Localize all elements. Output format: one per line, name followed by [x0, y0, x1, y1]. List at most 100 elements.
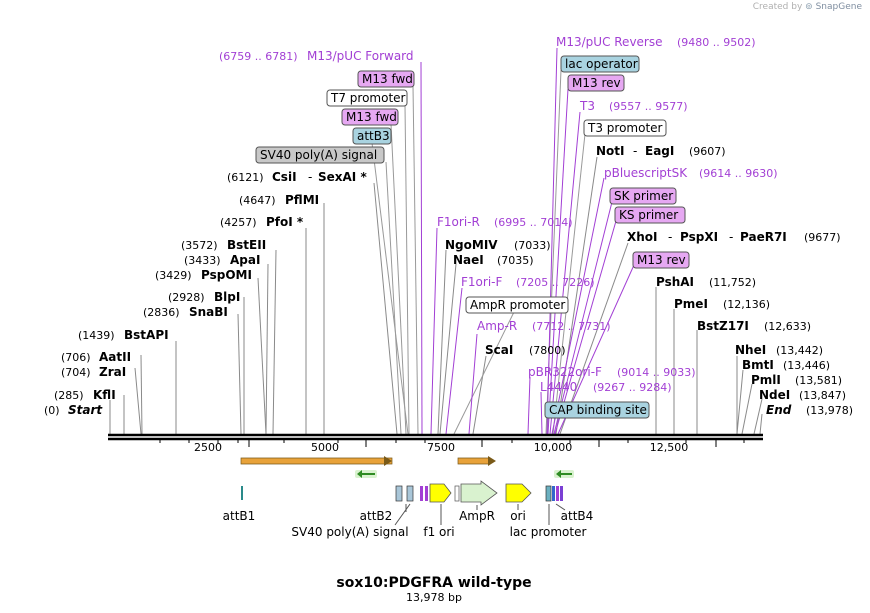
- feature-f1ori-f: F1ori-F: [461, 275, 502, 289]
- feature-range: (9557 .. 9577): [609, 100, 688, 113]
- feature-cap-binding-site: CAP binding site: [549, 403, 647, 417]
- feature-range: (7712 .. 7731): [532, 320, 611, 333]
- credit-prefix: Created by: [752, 2, 803, 12]
- site-eagi: EagI: [645, 144, 674, 158]
- site-ndei: NdeI: [759, 388, 790, 402]
- orf-arrow-orange: [457, 457, 491, 465]
- site-bstz17i: BstZ17I: [697, 319, 749, 333]
- site-nhei: NheI: [735, 343, 766, 357]
- tick-label: 12,500: [650, 441, 689, 454]
- feature-t3-promoter: T3 promoter: [587, 121, 663, 135]
- site-pos: (7033): [514, 239, 551, 252]
- feature-range: (6995 .. 7014): [494, 216, 573, 229]
- label-lac-promoter: lac promoter: [510, 525, 587, 539]
- label-attb4: attB4: [561, 509, 594, 523]
- site-blpi: BlpI: [214, 290, 240, 304]
- ampr-glyph: [460, 480, 498, 506]
- feature-sk-primer: SK primer: [614, 189, 673, 203]
- feature-m13-puc-reverse: M13/pUC Reverse: [556, 35, 663, 49]
- site-sep: -: [308, 170, 312, 184]
- primer-box: [357, 70, 415, 88]
- site-pos: (706): [61, 351, 91, 364]
- feature-ks-primer: KS primer: [619, 208, 678, 222]
- site-pflmi: PflMI: [285, 193, 319, 207]
- site-pos: (9607): [689, 145, 726, 158]
- primer-box: [632, 251, 690, 269]
- site-pos: (13,847): [799, 389, 846, 402]
- primer-glyph: [556, 486, 559, 501]
- feature-ampr-promoter: AmpR promoter: [470, 298, 565, 312]
- site-end: End: [766, 403, 792, 417]
- site-pos: (2928): [168, 291, 205, 304]
- feature-m13-puc-forward: M13/pUC Forward: [307, 49, 414, 63]
- primer-glyph: [420, 486, 423, 501]
- bottom-leaders: [394, 503, 566, 526]
- protein-box: [560, 55, 640, 73]
- site-pos: (6121): [227, 171, 264, 184]
- site-pos: (12,633): [764, 320, 811, 333]
- attb1-glyph: [241, 486, 243, 500]
- site-apai: ApaI: [230, 253, 260, 267]
- label-f1-ori: f1 ori: [423, 525, 454, 539]
- primer-box: [609, 187, 677, 205]
- orf-arrows: [240, 456, 574, 478]
- map-length: 13,978 bp: [406, 591, 462, 604]
- label-attb2: attB2: [360, 509, 393, 523]
- site-noti: NotI: [596, 144, 625, 158]
- primer-box: [341, 108, 399, 126]
- site-connectors: [109, 156, 763, 435]
- primer-box: [567, 74, 625, 92]
- feature-labels: (6759 .. 6781) M13/pUC Forward M13 fwd T…: [219, 35, 778, 419]
- site-snabi: SnaBI: [189, 305, 228, 319]
- site-pos: (13,581): [795, 374, 842, 387]
- site-ngomiv: NgoMIV: [445, 238, 498, 252]
- site-paer7i: PaeR7I: [740, 230, 787, 244]
- feature-sv40-polya: SV40 poly(A) signal: [260, 148, 377, 162]
- feature-m13-fwd-2: M13 fwd: [346, 110, 397, 124]
- feature-t3: T3: [579, 99, 595, 113]
- feature-pbr322ori-f: pBR322ori-F: [528, 365, 602, 379]
- feature-m13-rev-2: M13 rev: [637, 253, 686, 267]
- feature-range: (9480 .. 9502): [677, 36, 756, 49]
- feature-range: (7205 .. 7226): [516, 276, 595, 289]
- feature-l4440: L4440: [540, 380, 577, 394]
- site-kfli: KflI: [93, 388, 116, 402]
- feature-range: (9614 .. 9630): [699, 167, 778, 180]
- site-xhoi: XhoI: [627, 230, 658, 244]
- primer-glyph: [560, 486, 563, 501]
- promoter-box: [326, 89, 408, 107]
- dna-backbone: [108, 433, 763, 447]
- site-pos: (13,446): [783, 359, 830, 372]
- snapgene-credit: Created by ⊚ SnapGene: [753, 2, 862, 12]
- feature-pbluescriptsk: pBluescriptSK: [604, 166, 688, 180]
- site-pos: (13,442): [776, 344, 823, 357]
- tick-label: 10,000: [534, 441, 573, 454]
- feature-glyphs: [241, 480, 563, 506]
- site-pos: (9677): [804, 231, 841, 244]
- site-pmli: PmlI: [751, 373, 781, 387]
- promoter-box: [465, 296, 569, 314]
- attb2-glyph: [395, 485, 403, 502]
- site-pos: (12,136): [723, 298, 770, 311]
- site-bsteii: BstEII: [227, 238, 266, 252]
- primer-glyph: [425, 486, 428, 501]
- site-pspxi: PspXI: [680, 230, 718, 244]
- feature-m13-rev: M13 rev: [572, 76, 621, 90]
- orf-arrow-orange: [240, 457, 393, 465]
- site-bmti: BmtI: [742, 358, 774, 372]
- site-pos: (3572): [181, 239, 218, 252]
- site-pos: (13,978): [806, 404, 853, 417]
- site-scai: ScaI: [485, 343, 513, 357]
- label-attb1: attB1: [223, 509, 256, 523]
- site-labels: (0) Start (285) KflI (704) ZraI (706) Aa…: [44, 144, 853, 417]
- site-pos: (11,752): [709, 276, 756, 289]
- feature-m13-fwd: M13 fwd: [362, 72, 413, 86]
- site-pos: (7800): [529, 344, 566, 357]
- site-pos: (3429): [155, 269, 192, 282]
- ori-glyph: [505, 483, 532, 503]
- feature-amp-r: Amp-R: [477, 319, 517, 333]
- feature-lac-operator: lac operator: [565, 57, 638, 71]
- site-pos: (0): [44, 404, 60, 417]
- protein-box: [352, 127, 392, 145]
